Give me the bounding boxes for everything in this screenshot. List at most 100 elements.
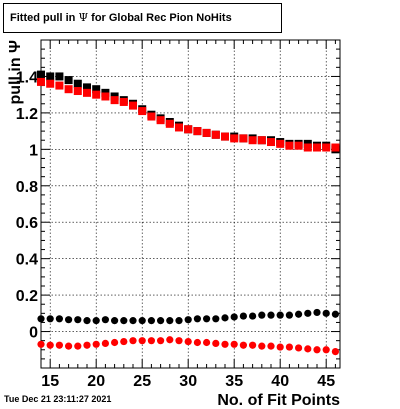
data-point-circle-s2 — [74, 316, 82, 324]
data-point-circle-s2 — [295, 310, 303, 318]
data-point-circle-s3 — [157, 337, 165, 345]
data-point-circle-s2 — [304, 309, 312, 317]
data-point-square-s0 — [55, 72, 64, 81]
data-point-circle-s2 — [193, 315, 201, 323]
title-suffix: for Global Rec Pion NoHits — [88, 12, 232, 24]
data-point-square-s1 — [221, 132, 229, 141]
data-point-square-s1 — [303, 143, 312, 152]
data-point-circle-s2 — [55, 315, 64, 323]
data-point-circle-s2 — [239, 312, 247, 320]
data-point-square-s1 — [313, 143, 321, 152]
y-tick-label: 1 — [29, 142, 38, 159]
data-point-square-s1 — [64, 85, 73, 94]
tick-labels: 15 20 25 30 35 40 45 0 0.2 0.4 0.6 0.8 1 1.2 1.4 — [16, 69, 335, 390]
data-point-square-s1 — [37, 77, 45, 86]
x-tick-label: 45 — [317, 373, 335, 390]
data-point-circle-s3 — [267, 342, 275, 350]
data-point-square-s1 — [55, 81, 64, 90]
data-point-circle-s3 — [203, 338, 211, 347]
data-point-square-s0 — [46, 72, 55, 81]
data-point-circle-s3 — [221, 340, 229, 348]
data-point-square-s1 — [73, 87, 82, 96]
x-tick-label: 40 — [271, 373, 289, 390]
title-psi-symbol: Ψ — [78, 11, 89, 24]
data-point-circle-s2 — [147, 317, 155, 325]
data-point-square-s1 — [267, 138, 275, 147]
data-point-square-s1 — [156, 116, 165, 125]
data-point-circle-s3 — [184, 337, 192, 346]
data-point-circle-s2 — [258, 311, 266, 319]
data-point-circle-s3 — [276, 343, 284, 351]
data-point-square-s0 — [37, 70, 45, 79]
y-tick-label: 0.8 — [16, 179, 38, 196]
data-point-circle-s3 — [193, 338, 201, 347]
data-point-square-s1 — [119, 97, 128, 106]
data-point-square-s1 — [248, 136, 257, 145]
data-point-circle-s3 — [55, 341, 64, 349]
data-point-circle-s3 — [258, 342, 266, 350]
data-point-circle-s3 — [304, 345, 312, 353]
data-point-square-s1 — [239, 134, 248, 143]
data-point-circle-s3 — [46, 341, 54, 349]
data-point-circle-s3 — [166, 336, 174, 344]
data-point-circle-s3 — [92, 340, 100, 348]
data-point-circle-s2 — [230, 313, 238, 321]
data-point-circle-s2 — [37, 315, 45, 323]
data-point-circle-s2 — [120, 317, 128, 325]
data-point-square-s1 — [138, 107, 147, 116]
data-point-square-s1 — [285, 141, 294, 150]
data-point-square-s1 — [193, 127, 202, 136]
y-axis-label: pull in Ψ — [7, 40, 24, 105]
data-point-circle-s2 — [111, 317, 119, 325]
data-point-circle-s2 — [175, 317, 183, 325]
data-point-circle-s2 — [101, 316, 109, 324]
data-point-circle-s2 — [65, 316, 73, 324]
data-point-square-s1 — [211, 130, 220, 139]
y-tick-label: 0.2 — [16, 288, 38, 305]
data-point-circle-s3 — [147, 337, 155, 345]
y-tick-label: 0.6 — [16, 215, 38, 232]
data-point-circle-s2 — [184, 316, 192, 324]
data-point-circle-s3 — [285, 343, 293, 351]
data-point-square-s1 — [92, 90, 101, 99]
data-point-circle-s2 — [129, 317, 137, 325]
y-tick-label: 0 — [29, 325, 38, 342]
data-point-circle-s2 — [46, 315, 54, 323]
y-tick-label: 0.4 — [16, 252, 38, 269]
data-point-circle-s2 — [267, 311, 275, 319]
data-point-circle-s3 — [249, 341, 257, 349]
data-point-circle-s3 — [322, 346, 330, 354]
data-point-circle-s3 — [37, 340, 45, 348]
data-point-square-s1 — [276, 139, 285, 148]
data-point-square-s1 — [322, 143, 331, 152]
data-point-circle-s2 — [92, 317, 100, 325]
chart-title: Fitted pull in Ψ for Global Rec Pion NoH… — [3, 3, 282, 33]
data-point-square-s1 — [331, 143, 340, 152]
data-point-circle-s2 — [331, 310, 339, 318]
data-point-square-s0 — [64, 76, 73, 85]
data-point-square-s1 — [294, 141, 303, 150]
data-point-square-s1 — [184, 125, 193, 134]
y-tick-label: 1.2 — [16, 106, 38, 123]
x-tick-label: 15 — [41, 373, 59, 390]
y-tick-label: 1.4 — [16, 69, 38, 86]
data-point-circle-s2 — [322, 309, 330, 317]
data-point-circle-s3 — [111, 338, 119, 347]
data-point-square-s1 — [110, 96, 119, 105]
data-point-circle-s2 — [212, 315, 220, 323]
data-point-circle-s2 — [313, 308, 321, 317]
data-point-square-s1 — [165, 119, 174, 128]
data-point-square-s1 — [202, 128, 211, 137]
data-point-square-s1 — [230, 134, 239, 143]
x-axis-label: No. of Fit Points — [217, 392, 340, 409]
data-point-circle-s2 — [221, 314, 229, 322]
data-point-circle-s3 — [129, 337, 137, 345]
x-tick-label: 30 — [179, 373, 197, 390]
data-point-circle-s2 — [83, 317, 91, 325]
x-tick-label: 20 — [87, 373, 105, 390]
data-point-square-s1 — [257, 136, 266, 145]
data-point-circle-s2 — [276, 311, 284, 319]
data-point-circle-s3 — [313, 346, 321, 354]
data-point-square-s1 — [175, 123, 183, 132]
